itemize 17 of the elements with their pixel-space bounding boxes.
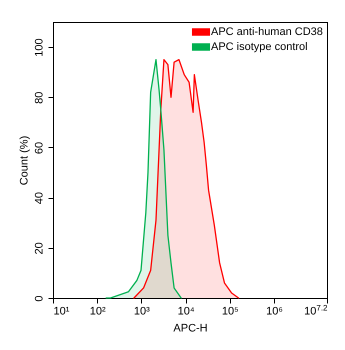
x-axis-title: APC-H bbox=[173, 322, 208, 334]
y-tick-label: 40 bbox=[34, 192, 46, 204]
x-tick-label: 10⁴ bbox=[178, 306, 195, 318]
y-axis-title: Count (%) bbox=[18, 136, 30, 186]
y-tick-label: 0 bbox=[34, 295, 46, 302]
x-tick-label: 10³ bbox=[134, 306, 150, 318]
x-tick-label: 10¹ bbox=[54, 306, 70, 318]
y-tick-label: 80 bbox=[34, 92, 46, 104]
y-tick-label: 20 bbox=[34, 242, 46, 254]
legend-label: APC anti-human CD38 bbox=[211, 26, 323, 38]
x-tick-label: 10² bbox=[90, 306, 106, 318]
y-tick-label: 100 bbox=[34, 38, 46, 57]
legend-label: APC isotype control bbox=[211, 41, 308, 53]
x-tick-label: 10⁶ bbox=[266, 306, 283, 318]
x-tick-label: 10⁵ bbox=[222, 306, 239, 318]
y-tick-label: 60 bbox=[34, 142, 46, 154]
x-tick-label: 10$^{7.2}$ bbox=[304, 303, 328, 318]
